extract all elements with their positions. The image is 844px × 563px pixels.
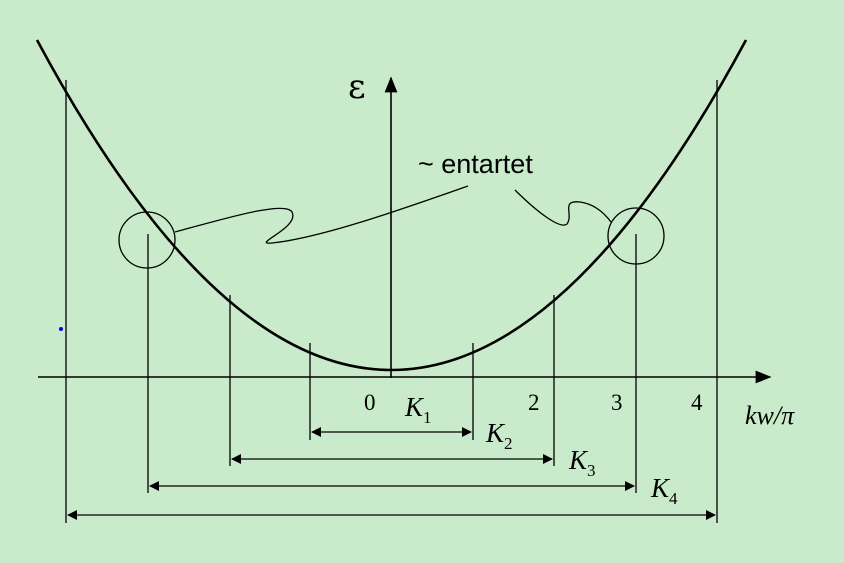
degeneracy-circle-right [607, 207, 665, 265]
k2-label: K2 [485, 418, 513, 453]
dispersion-curve [35, 39, 748, 372]
annotation-connector-right [514, 189, 612, 226]
tick-label-2: 2 [528, 390, 540, 415]
annotation-connector-left [174, 185, 469, 244]
degeneracy-annotation: ~ entartet [418, 149, 533, 179]
y-axis-label: ε [348, 67, 366, 107]
tick-label-0: 0 [364, 390, 376, 415]
tick-label-4: 4 [691, 390, 703, 415]
stray-dot [59, 327, 63, 331]
k3-label: K3 [568, 445, 596, 480]
k1-label: K1 [404, 392, 432, 427]
x-axis-label: kw/π [745, 401, 795, 430]
tick-label-3: 3 [611, 390, 623, 415]
k4-label: K4 [650, 473, 678, 508]
degeneracy-circle-left [118, 211, 176, 269]
